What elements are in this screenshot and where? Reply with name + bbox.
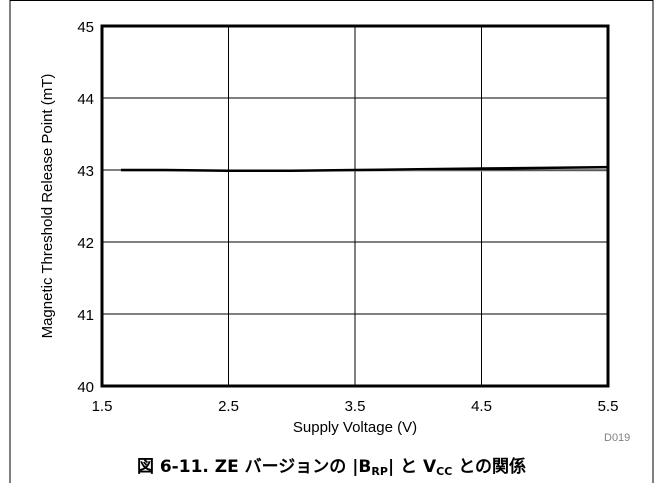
- y-tick-label: 45: [77, 19, 94, 36]
- caption-sub-cc: CC: [436, 465, 453, 478]
- figure-caption: 図 6-11. ZE バージョンの |BRP| と VCC との関係: [0, 452, 663, 478]
- y-tick-label: 44: [77, 91, 94, 108]
- x-axis-title: Supply Voltage (V): [293, 419, 417, 436]
- plot-area-border: [100, 24, 610, 388]
- x-tick-label: 3.5: [345, 398, 366, 415]
- figure-code-label: D019: [604, 432, 630, 444]
- y-axis-ticks: 40 41 42 43 44 45: [77, 19, 94, 396]
- x-axis-ticks: 1.5 2.5 3.5 4.5 5.5: [92, 398, 619, 415]
- y-tick-label: 42: [77, 235, 94, 252]
- x-tick-label: 5.5: [598, 398, 619, 415]
- caption-prefix: 図 6-11. ZE バージョンの |B: [136, 457, 372, 477]
- caption-sub-rp: RP: [371, 465, 388, 478]
- series-layer: [120, 165, 609, 172]
- x-tick-label: 4.5: [471, 398, 492, 415]
- grid: [101, 25, 609, 387]
- series-line: [120, 165, 609, 172]
- x-tick-label: 1.5: [92, 398, 113, 415]
- x-tick-label: 2.5: [218, 398, 239, 415]
- y-axis-title: Magnetic Threshold Release Point (mT): [39, 74, 56, 339]
- y-tick-label: 41: [77, 307, 94, 324]
- caption-middle: | と V: [387, 457, 437, 477]
- y-tick-label: 40: [77, 379, 94, 396]
- caption-suffix: との関係: [452, 457, 527, 477]
- y-tick-label: 43: [77, 163, 94, 180]
